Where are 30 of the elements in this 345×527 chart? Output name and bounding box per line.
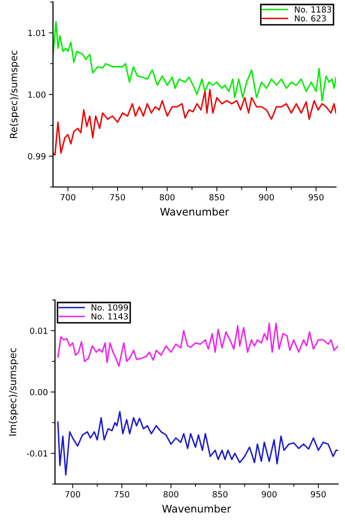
- y-tick-label: 1.01: [28, 30, 46, 36]
- x-tick-label: 950: [308, 194, 324, 200]
- x-tick-label: 900: [259, 194, 274, 200]
- y-axis-title: Im(spec)/sumspec: [8, 348, 18, 436]
- x-tick-label: 700: [60, 194, 76, 200]
- x-tick-label: 850: [209, 194, 224, 200]
- line-series: [57, 322, 338, 367]
- legend-label: No. 1099: [92, 304, 128, 311]
- y-tick-label: 1.00: [28, 91, 46, 98]
- legend-label: No. 623: [294, 15, 326, 22]
- y-tick-label: 0.00: [30, 388, 48, 396]
- line-series: [53, 21, 336, 102]
- y-axis-title: Re(spec)/sumspec: [10, 50, 20, 138]
- x-tick-label: 800: [164, 491, 178, 498]
- x-tick-label: 900: [262, 491, 277, 498]
- x-tick-label: 850: [212, 491, 228, 498]
- x-tick-label: 800: [160, 194, 175, 200]
- x-axis-title: Wavenumber: [162, 504, 232, 513]
- line-series: [57, 410, 338, 476]
- legend-label: No. 1143: [92, 313, 128, 320]
- x-tick-label: 950: [310, 491, 326, 498]
- x-tick-label: 750: [110, 194, 125, 200]
- x-tick-label: 750: [114, 491, 130, 498]
- y-tick-label: 0.01: [30, 328, 48, 334]
- x-tick-label: 700: [65, 491, 80, 498]
- x-axis-title: Wavenumber: [160, 208, 230, 216]
- y-tick-label: -0.01: [26, 450, 48, 457]
- line-series: [53, 88, 336, 156]
- legend-label: No. 1183: [294, 6, 332, 13]
- y-tick-label: 0.99: [28, 153, 46, 160]
